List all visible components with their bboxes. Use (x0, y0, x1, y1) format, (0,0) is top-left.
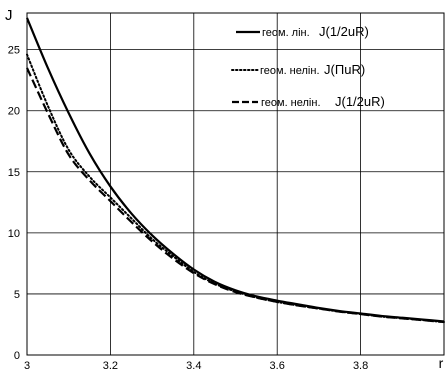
plot-frame (26, 12, 445, 356)
y-axis-label: J (5, 7, 13, 24)
legend-entry-name: геом. лін. (262, 27, 310, 39)
grid (27, 13, 444, 355)
x-tick-label: 3 (24, 360, 30, 370)
legend-entry-formula: J(1/2uR) (319, 24, 369, 39)
x-tick-label: 3.4 (186, 360, 201, 370)
legend-entry-name: геом. нелін. (261, 97, 321, 109)
y-tick-label: 15 (8, 167, 20, 179)
legend-entry-formula: J(ΠuR) (324, 62, 365, 77)
x-tick-label: r (439, 355, 444, 370)
x-tick-label: 3.6 (270, 360, 285, 370)
series-line-solid (25, 17, 445, 323)
x-tick-label: 3.2 (103, 360, 118, 370)
y-axis-ticks: 0 5 10 15 20 25 (8, 45, 20, 362)
legend-entry-formula: J(1/2uR) (335, 94, 385, 109)
y-tick-label: 25 (8, 45, 20, 57)
y-tick-label: 5 (14, 289, 20, 301)
x-axis-ticks: 3 3.2 3.4 3.6 3.8 r (24, 355, 444, 370)
y-tick-label: 0 (14, 350, 20, 362)
legend: геом. лін. J(1/2uR) геом. нелін. J(ΠuR) геом… (231, 24, 385, 109)
x-tick-label: 3.8 (353, 360, 368, 370)
y-tick-label: 20 (8, 106, 20, 118)
series-line-dashed (26, 67, 445, 324)
y-tick-label: 10 (8, 228, 20, 240)
legend-entry-name: геом. нелін. (260, 65, 320, 77)
series-lines (25, 17, 445, 324)
